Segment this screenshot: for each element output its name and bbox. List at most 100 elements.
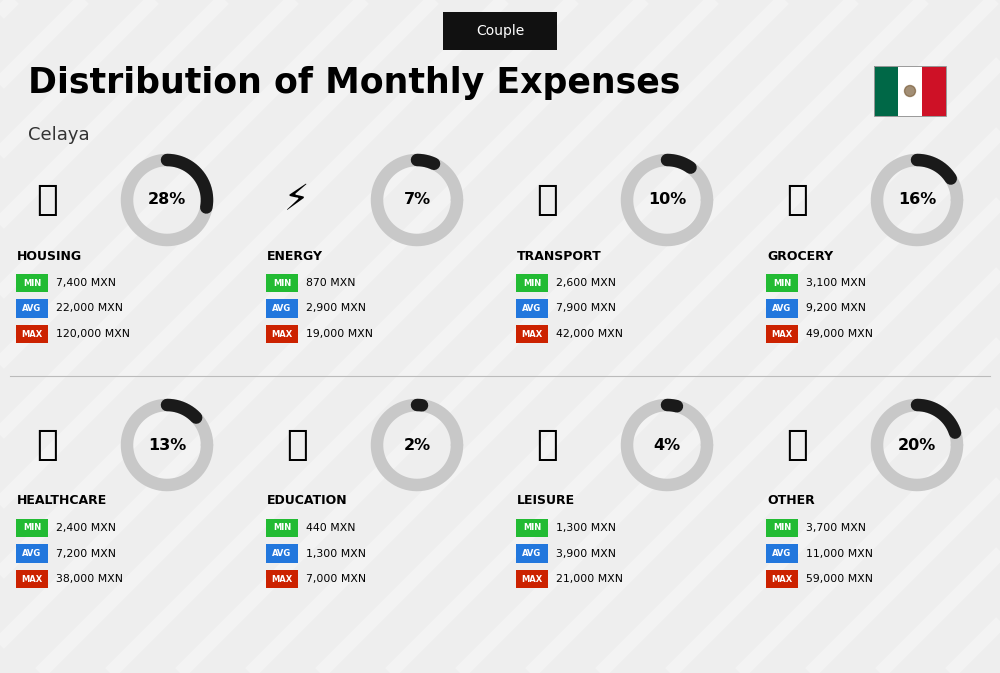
Text: Celaya: Celaya [28, 126, 90, 144]
Text: MAX: MAX [771, 575, 793, 583]
Text: 🛍: 🛍 [536, 428, 558, 462]
Text: HEALTHCARE: HEALTHCARE [17, 495, 107, 507]
Text: 💰: 💰 [786, 428, 808, 462]
FancyBboxPatch shape [516, 519, 548, 537]
Text: MAX: MAX [21, 330, 43, 339]
Text: 13%: 13% [148, 437, 186, 452]
FancyBboxPatch shape [766, 544, 798, 563]
FancyBboxPatch shape [766, 325, 798, 343]
FancyBboxPatch shape [266, 570, 298, 588]
Text: 3,900 MXN: 3,900 MXN [556, 548, 616, 559]
Text: LEISURE: LEISURE [517, 495, 575, 507]
Text: 💓: 💓 [36, 428, 58, 462]
Text: 21,000 MXN: 21,000 MXN [556, 574, 623, 584]
FancyBboxPatch shape [516, 570, 548, 588]
Text: 28%: 28% [148, 192, 186, 207]
Text: MAX: MAX [271, 330, 293, 339]
Text: 38,000 MXN: 38,000 MXN [56, 574, 123, 584]
Text: 11,000 MXN: 11,000 MXN [806, 548, 873, 559]
Text: MIN: MIN [773, 279, 791, 287]
Text: MAX: MAX [771, 330, 793, 339]
Text: 🚌: 🚌 [536, 183, 558, 217]
Bar [874, 66, 898, 116]
FancyBboxPatch shape [266, 325, 298, 343]
Text: 7,000 MXN: 7,000 MXN [306, 574, 366, 584]
Text: AVG: AVG [522, 304, 542, 313]
Text: 7,900 MXN: 7,900 MXN [556, 304, 616, 314]
Text: AVG: AVG [522, 549, 542, 558]
Text: 7%: 7% [403, 192, 431, 207]
Bar [898, 66, 922, 116]
Text: MIN: MIN [523, 279, 541, 287]
FancyBboxPatch shape [766, 519, 798, 537]
Text: 4%: 4% [653, 437, 681, 452]
Text: 1,300 MXN: 1,300 MXN [556, 523, 616, 533]
Text: 2%: 2% [403, 437, 431, 452]
Text: AVG: AVG [22, 549, 42, 558]
Text: MIN: MIN [523, 524, 541, 532]
Text: 9,200 MXN: 9,200 MXN [806, 304, 866, 314]
Text: MIN: MIN [273, 524, 291, 532]
FancyBboxPatch shape [16, 325, 48, 343]
Text: HOUSING: HOUSING [17, 250, 82, 262]
Text: 10%: 10% [648, 192, 686, 207]
FancyBboxPatch shape [516, 274, 548, 292]
FancyBboxPatch shape [516, 544, 548, 563]
Text: 59,000 MXN: 59,000 MXN [806, 574, 873, 584]
Text: 🏢: 🏢 [36, 183, 58, 217]
Text: 870 MXN: 870 MXN [306, 278, 355, 288]
Text: 🎓: 🎓 [286, 428, 308, 462]
FancyBboxPatch shape [266, 519, 298, 537]
Text: MAX: MAX [521, 575, 543, 583]
FancyBboxPatch shape [516, 325, 548, 343]
FancyBboxPatch shape [766, 274, 798, 292]
Text: 16%: 16% [898, 192, 936, 207]
FancyBboxPatch shape [266, 299, 298, 318]
FancyBboxPatch shape [516, 299, 548, 318]
Text: 42,000 MXN: 42,000 MXN [556, 329, 623, 339]
Text: 2,400 MXN: 2,400 MXN [56, 523, 116, 533]
Text: 20%: 20% [898, 437, 936, 452]
FancyBboxPatch shape [442, 12, 557, 50]
Bar [874, 66, 946, 116]
Text: AVG: AVG [272, 549, 292, 558]
FancyBboxPatch shape [16, 570, 48, 588]
Text: GROCERY: GROCERY [767, 250, 833, 262]
Text: 🛒: 🛒 [786, 183, 808, 217]
FancyBboxPatch shape [16, 274, 48, 292]
Text: Distribution of Monthly Expenses: Distribution of Monthly Expenses [28, 66, 680, 100]
Circle shape [904, 85, 916, 96]
Text: MIN: MIN [773, 524, 791, 532]
FancyBboxPatch shape [766, 570, 798, 588]
Text: ⚡: ⚡ [284, 183, 310, 217]
FancyBboxPatch shape [266, 544, 298, 563]
Text: ENERGY: ENERGY [267, 250, 323, 262]
Text: 3,100 MXN: 3,100 MXN [806, 278, 866, 288]
FancyBboxPatch shape [266, 274, 298, 292]
Text: MAX: MAX [21, 575, 43, 583]
Text: 1,300 MXN: 1,300 MXN [306, 548, 366, 559]
Text: MIN: MIN [23, 279, 41, 287]
Text: MIN: MIN [273, 279, 291, 287]
FancyBboxPatch shape [766, 299, 798, 318]
Text: 19,000 MXN: 19,000 MXN [306, 329, 373, 339]
Text: Couple: Couple [476, 24, 524, 38]
Text: AVG: AVG [772, 549, 792, 558]
Text: AVG: AVG [22, 304, 42, 313]
Bar [922, 66, 946, 116]
FancyBboxPatch shape [16, 544, 48, 563]
Text: 49,000 MXN: 49,000 MXN [806, 329, 873, 339]
Text: TRANSPORT: TRANSPORT [517, 250, 602, 262]
Text: EDUCATION: EDUCATION [267, 495, 348, 507]
FancyBboxPatch shape [16, 519, 48, 537]
Text: MAX: MAX [271, 575, 293, 583]
Text: OTHER: OTHER [767, 495, 815, 507]
Text: 22,000 MXN: 22,000 MXN [56, 304, 123, 314]
Text: MAX: MAX [521, 330, 543, 339]
Text: AVG: AVG [272, 304, 292, 313]
Text: 440 MXN: 440 MXN [306, 523, 355, 533]
Text: 2,600 MXN: 2,600 MXN [556, 278, 616, 288]
Text: AVG: AVG [772, 304, 792, 313]
Text: MIN: MIN [23, 524, 41, 532]
Text: 120,000 MXN: 120,000 MXN [56, 329, 130, 339]
